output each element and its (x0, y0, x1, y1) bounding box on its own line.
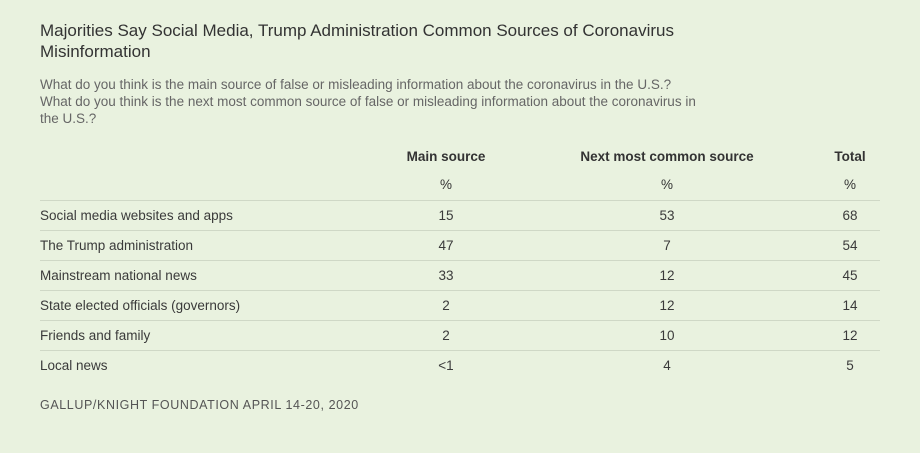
cell-main-source: 2 (442, 328, 450, 343)
subtitle-line: What do you think is the main source of … (40, 77, 672, 92)
cell-main-source: 33 (438, 268, 454, 283)
row-label: The Trump administration (40, 238, 194, 253)
cell-total: 68 (842, 208, 858, 223)
source-note: GALLUP/KNIGHT FOUNDATION APRIL 14-20, 20… (40, 398, 359, 412)
table-unit-row: % % % (40, 170, 880, 200)
cell-next-source: 12 (659, 298, 675, 313)
cell-next-source: 12 (659, 268, 675, 283)
cell-next-source: 10 (659, 328, 675, 343)
row-label: Mainstream national news (40, 268, 197, 283)
unit-main-source: % (439, 177, 452, 192)
cell-total: 5 (846, 358, 854, 373)
row-label: Friends and family (40, 328, 151, 343)
cell-total: 45 (842, 268, 858, 283)
column-header-next-source: Next most common source (580, 149, 754, 164)
cell-main-source: <1 (438, 358, 454, 373)
table-row: Social media websites and apps 15 53 68 (40, 200, 880, 230)
chart-title: Majorities Say Social Media, Trump Admin… (40, 21, 674, 61)
table-body: Social media websites and apps 15 53 68 The … (40, 200, 880, 380)
row-label: State elected officials (governors) (40, 298, 241, 313)
row-label: Local news (40, 358, 108, 373)
cell-next-source: 53 (659, 208, 675, 223)
cell-main-source: 15 (438, 208, 454, 223)
cell-main-source: 47 (438, 238, 454, 253)
subtitle-line: What do you think is the next most commo… (40, 94, 696, 109)
unit-total: % (843, 177, 856, 192)
table-header-row: Main source Next most common source Tota… (40, 144, 880, 170)
cell-next-source: 4 (663, 358, 671, 373)
chart-subtitle: What do you think is the main source of … (40, 76, 740, 127)
cell-total: 12 (842, 328, 858, 343)
column-header-main-source: Main source (406, 149, 486, 164)
table-row: State elected officials (governors) 2 12 14 (40, 290, 880, 320)
cell-main-source: 2 (442, 298, 450, 313)
row-label: Social media websites and apps (40, 208, 233, 223)
results-table: Main source Next most common source Tota… (40, 144, 880, 380)
table-row: Local news <1 4 5 (40, 350, 880, 380)
table-row: Friends and family 2 10 12 (40, 320, 880, 350)
column-header-total: Total (834, 149, 866, 164)
unit-next-source: % (660, 177, 673, 192)
table-row: The Trump administration 47 7 54 (40, 230, 880, 260)
subtitle-line: the U.S.? (40, 111, 97, 126)
cell-total: 54 (842, 238, 858, 253)
cell-next-source: 7 (663, 238, 671, 253)
table-row: Mainstream national news 33 12 45 (40, 260, 880, 290)
cell-total: 14 (842, 298, 858, 313)
